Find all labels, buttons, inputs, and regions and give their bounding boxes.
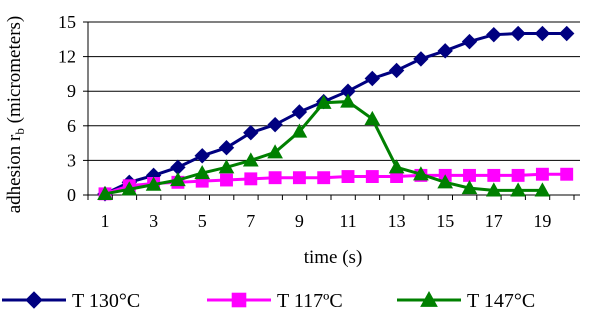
y-axis-label-suffix: (micrometers) (4, 16, 25, 128)
y-tick-label: 0 (67, 185, 76, 205)
data-point (292, 171, 306, 185)
y-axis-label-main: adhesion r (4, 134, 25, 213)
data-point (388, 62, 405, 79)
data-point (194, 165, 211, 180)
legend: T 130°C T 117ºC T 147°C (2, 290, 535, 312)
x-tick-label: 15 (436, 211, 454, 231)
data-point (535, 167, 549, 181)
legend-label: T 117ºC (277, 290, 343, 312)
x-tick-label: 1 (101, 211, 110, 231)
data-point (463, 168, 476, 182)
data-point (413, 51, 429, 67)
y-tick-label: 3 (67, 150, 76, 170)
y-axis-label-subscript: b (12, 128, 27, 135)
data-point (511, 168, 525, 182)
x-tick-label: 7 (246, 211, 255, 231)
data-point (170, 171, 186, 187)
data-point (388, 159, 405, 174)
data-point (291, 123, 308, 138)
data-point (194, 148, 210, 164)
data-point (315, 94, 332, 109)
data-series (97, 25, 575, 202)
data-point (218, 159, 235, 174)
legend-item-1: T 130°C (2, 290, 140, 312)
legend-label: T 147°C (467, 290, 535, 312)
data-point (268, 171, 282, 185)
data-point (340, 93, 356, 108)
x-tick-label: 17 (485, 211, 503, 231)
data-point (364, 110, 381, 125)
y-tick-label: 15 (58, 12, 76, 32)
data-point (461, 180, 478, 195)
data-point (558, 25, 575, 42)
y-tick-label: 9 (67, 81, 76, 101)
x-tick-label: 11 (339, 211, 356, 231)
data-point (267, 144, 283, 159)
y-tick-label: 12 (58, 47, 76, 67)
legend-label: T 130°C (72, 290, 140, 312)
y-tick-label: 6 (67, 116, 76, 136)
data-point (243, 125, 259, 141)
data-point (242, 152, 259, 167)
data-point (121, 181, 138, 196)
data-point (534, 182, 551, 197)
x-tick-label: 13 (388, 211, 406, 231)
data-point (510, 25, 526, 42)
data-point (461, 33, 478, 50)
data-point (244, 172, 258, 186)
data-point (413, 166, 429, 181)
data-point (97, 185, 113, 200)
data-point (485, 182, 502, 197)
data-point (218, 140, 235, 156)
data-point (317, 171, 331, 185)
x-axis-label: time (s) (304, 247, 363, 268)
data-point (364, 70, 381, 87)
data-point (510, 182, 526, 197)
x-tick-label: 5 (198, 211, 207, 231)
legend-marker (420, 290, 438, 307)
data-point (437, 43, 453, 59)
data-point (291, 104, 308, 120)
legend-item-3: T 147°C (397, 290, 535, 312)
data-point (145, 176, 162, 191)
data-point (487, 168, 501, 182)
legend-item-2: T 117ºC (207, 290, 343, 312)
legend-marker (231, 292, 247, 308)
x-tick-label: 19 (533, 211, 551, 231)
y-axis-label: adhesion rb (micrometers) (4, 16, 27, 214)
data-point (365, 170, 379, 183)
series-3 (97, 93, 551, 200)
data-point (220, 173, 233, 187)
x-tick-label: 9 (295, 211, 304, 231)
data-point (486, 26, 502, 43)
grid-lines (88, 21, 580, 161)
legend-marker (25, 291, 43, 309)
data-point (437, 174, 454, 189)
data-point (560, 167, 574, 181)
x-tick-label: 3 (149, 211, 158, 231)
data-point (267, 116, 283, 133)
data-point (534, 25, 551, 42)
data-point (341, 170, 355, 183)
